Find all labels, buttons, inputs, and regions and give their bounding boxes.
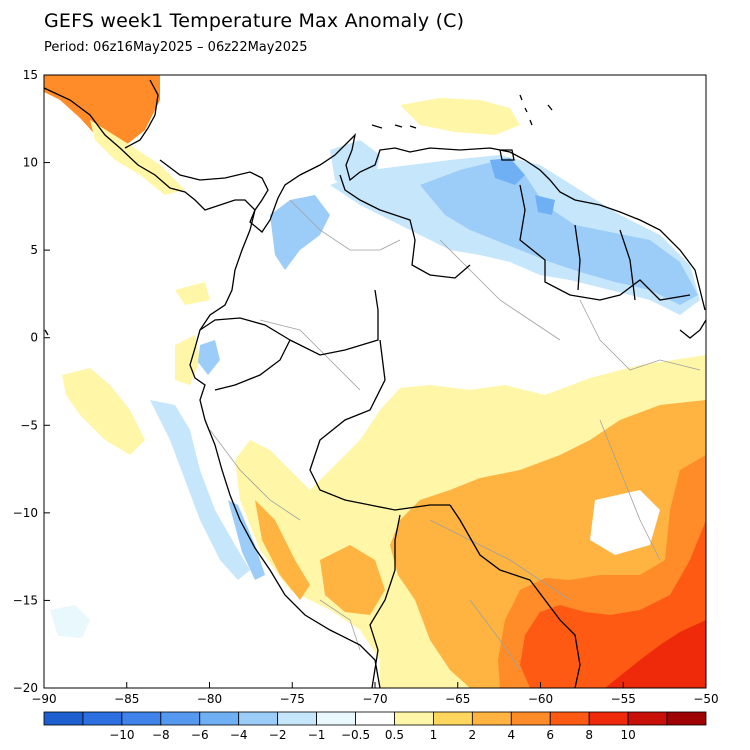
border-peru-brazil xyxy=(309,339,450,511)
y-tick-label: 0 xyxy=(30,331,38,345)
colorbar-swatch xyxy=(627,711,668,726)
colorbar-swatch xyxy=(82,711,123,726)
anomaly-region-ecuador-blue xyxy=(198,340,220,375)
anomaly-patch-dark-blue-guyana xyxy=(535,195,555,215)
y-tick-label: 10 xyxy=(23,156,38,170)
anomaly-patch-caribbean-yellow xyxy=(400,98,520,135)
colorbar-label: −10 xyxy=(109,728,134,742)
y-axis: 15 10 5 0 −5 −10 −15 −20 xyxy=(13,68,50,695)
border-guianas xyxy=(574,224,636,301)
anomaly-region-peru-coast-cyan xyxy=(150,400,250,580)
anomaly-region-dark-red-8-10 xyxy=(605,620,706,688)
x-tick-label: −85 xyxy=(114,692,139,706)
colorbar-swatch xyxy=(43,711,84,726)
colorbar-label: 1 xyxy=(430,728,438,742)
colorbar-label: −2 xyxy=(269,728,287,742)
anomaly-region-central-america-orange xyxy=(44,75,160,150)
y-tick-label: 5 xyxy=(30,243,38,257)
coastline-pacific-south-america xyxy=(189,209,381,688)
border-colombia-peru xyxy=(289,289,379,356)
x-tick-label: −70 xyxy=(362,692,387,706)
island-trinidad xyxy=(499,149,515,161)
colorbar-swatch xyxy=(199,711,240,726)
colorbar: −10 −8 −6 −4 −2 −1 −0.5 0.5 1 2 4 6 8 10 xyxy=(43,711,707,742)
anomaly-region-colombia-blue xyxy=(270,195,330,270)
anomaly-field xyxy=(44,75,706,688)
colorbar-label: −0.5 xyxy=(341,728,370,742)
colorbar-label: 0.5 xyxy=(385,728,404,742)
anomaly-patch-pacific-yellow xyxy=(62,368,145,455)
border-colombia-venezuela xyxy=(339,174,471,279)
border-venezuela-guyana xyxy=(519,184,691,301)
colorbar-swatch xyxy=(433,711,473,726)
border-bolivia-peru xyxy=(369,514,401,688)
colorbar-label: 2 xyxy=(469,728,477,742)
x-tick-label: −75 xyxy=(280,692,305,706)
islands-lesser-antilles xyxy=(519,94,553,126)
x-tick-label: −55 xyxy=(611,692,636,706)
colorbar-swatch xyxy=(277,711,317,726)
colorbar-swatch xyxy=(471,711,512,726)
galapagos xyxy=(44,329,49,336)
colorbar-swatch xyxy=(510,711,551,726)
y-tick-label: 15 xyxy=(23,68,38,82)
anomaly-patch-white-interior xyxy=(590,490,660,555)
colorbar-swatch xyxy=(316,711,356,726)
colorbar-label: −1 xyxy=(308,728,326,742)
y-tick-label: −15 xyxy=(13,593,38,607)
colorbar-label: −6 xyxy=(191,728,209,742)
colorbar-label: −4 xyxy=(230,728,248,742)
colorbar-swatch xyxy=(549,711,590,726)
colorbar-swatch xyxy=(588,711,629,726)
colorbar-swatch xyxy=(355,711,395,726)
anomaly-region-bolivia-orange xyxy=(320,545,385,615)
colorbar-label: 10 xyxy=(620,728,635,742)
border-ecuador xyxy=(199,317,291,391)
anomaly-region-central-america-yellow xyxy=(90,120,185,195)
colorbar-swatch xyxy=(160,711,201,726)
anomaly-region-blue-north xyxy=(420,160,698,305)
island-aruba-curacao xyxy=(371,124,417,129)
y-tick-label: −10 xyxy=(13,506,38,520)
x-tick-label: −90 xyxy=(31,692,56,706)
anomaly-region-peru-coast-blue xyxy=(228,500,265,580)
border-brazil-bolivia xyxy=(449,504,581,688)
anomaly-patch-colombia-yellow xyxy=(175,282,210,305)
x-tick-label: −80 xyxy=(197,692,222,706)
anomaly-patch-ecuador-yellow xyxy=(175,335,200,385)
colorbar-swatch xyxy=(394,711,434,726)
colorbar-swatch xyxy=(666,711,707,726)
period-label: Period: 06z16May2025 – 06z22May2025 xyxy=(44,40,308,55)
map-title: GEFS week1 Temperature Max Anomaly (C) xyxy=(44,10,465,32)
colorbar-label: 6 xyxy=(546,728,554,742)
x-axis: −90 −85 −80 −75 −70 −65 −60 −55 −50 xyxy=(31,682,719,706)
y-tick-label: −20 xyxy=(13,681,38,695)
x-tick-label: −60 xyxy=(528,692,553,706)
anomaly-patch-dark-blue-venezuela xyxy=(490,158,525,185)
y-tick-label: −5 xyxy=(20,418,38,432)
x-tick-label: −65 xyxy=(445,692,470,706)
coastlines-and-borders xyxy=(44,79,706,688)
anomaly-patch-pacific-cyan xyxy=(50,605,90,638)
coastline-amazon-mouth xyxy=(679,319,706,339)
coastline-central-america xyxy=(44,87,256,211)
internal-borders xyxy=(209,199,701,671)
x-tick-label: −50 xyxy=(693,692,718,706)
colorbar-swatch xyxy=(238,711,279,726)
colorbar-label: −8 xyxy=(152,728,170,742)
colorbar-label: 8 xyxy=(585,728,593,742)
colorbar-swatch xyxy=(121,711,162,726)
coastline-caribbean-north xyxy=(124,79,706,311)
anomaly-region-andes-orange xyxy=(255,500,310,600)
colorbar-label: 4 xyxy=(507,728,515,742)
